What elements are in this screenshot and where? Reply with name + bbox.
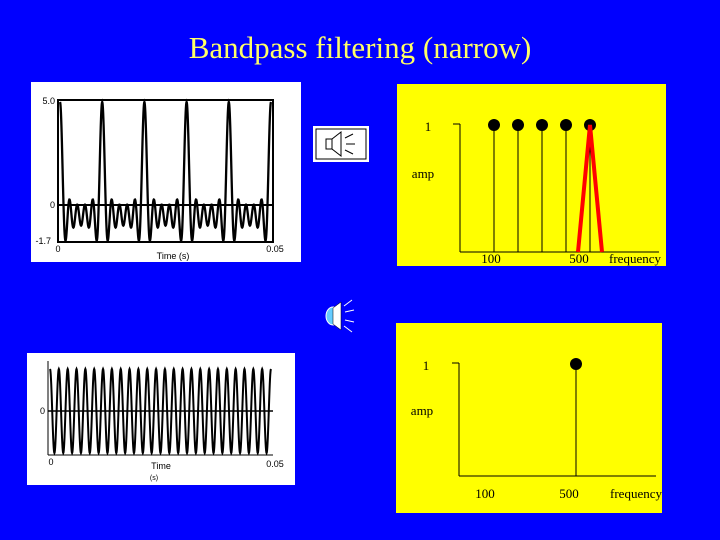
spectrum-point	[570, 358, 582, 370]
output-spectrum-plot: 1 amp 100 500 frequency	[396, 323, 662, 513]
x-tick-label: 100	[475, 486, 495, 501]
plot-background	[31, 82, 301, 262]
spectrum-point	[488, 119, 500, 131]
x-axis-label-unit: (s)	[150, 475, 158, 482]
x-tick-label: 100	[481, 251, 501, 266]
x-tick-label: 0.05	[266, 244, 284, 254]
spectrum-stems	[570, 358, 582, 476]
speaker-icon	[325, 299, 355, 333]
y-tick-label: 5.0	[42, 96, 55, 106]
y-tick-label: 0	[40, 406, 45, 416]
x-tick-label: 0	[48, 457, 53, 467]
plot-frame	[57, 99, 274, 243]
spectrum-stems	[488, 119, 596, 252]
y-tick-label: 1	[425, 119, 432, 134]
input-waveform-plot: 5.0 0 -1.7 0 0.05 Time (s)	[31, 82, 301, 262]
spectrum-point	[560, 119, 572, 131]
input-waveform-line	[58, 98, 273, 242]
output-waveform-line	[49, 366, 272, 456]
x-axis-label: Time (s)	[157, 251, 190, 261]
output-waveform-plot: 0 0 0.05 Time (s)	[27, 353, 295, 485]
speaker-icon	[313, 126, 369, 162]
x-tick-label: 500	[569, 251, 589, 266]
input-waveform-svg: 5.0 0 -1.7 0 0.05 Time (s)	[31, 82, 301, 262]
x-axis-label: frequency	[609, 251, 661, 266]
y-tick-label: -1.7	[35, 236, 51, 246]
y-tick-label: 0	[50, 200, 55, 210]
x-axis-label: Time	[151, 461, 171, 471]
input-spectrum-svg: 1 amp 100 500 frequency	[397, 84, 666, 266]
y-axis-label: amp	[411, 403, 433, 418]
input-spectrum-plot: 1 amp 100 500 frequency	[397, 84, 666, 266]
x-axis-label: frequency	[610, 486, 662, 501]
x-tick-label: 500	[559, 486, 579, 501]
slide-title: Bandpass filtering (narrow)	[188, 30, 532, 65]
plot-background	[397, 84, 666, 266]
plot-background	[396, 323, 662, 513]
spectrum-point	[512, 119, 524, 131]
speaker-button-top[interactable]	[313, 126, 369, 162]
bandpass-filter-shape	[576, 124, 604, 253]
output-spectrum-svg: 1 amp 100 500 frequency	[396, 323, 662, 513]
x-tick-label: 0.05	[266, 459, 284, 469]
y-tick-label: 1	[423, 358, 430, 373]
output-waveform-svg: 0 0 0.05 Time (s)	[27, 353, 295, 485]
speaker-button-bottom[interactable]	[324, 298, 358, 334]
x-tick-label: 0	[55, 244, 60, 254]
spectrum-point	[536, 119, 548, 131]
y-axis-label: amp	[412, 166, 434, 181]
